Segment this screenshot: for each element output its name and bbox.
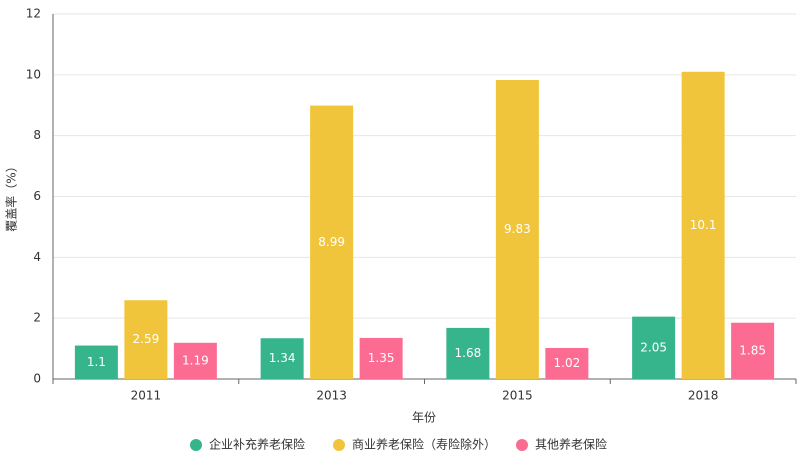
value-label: 1.1 bbox=[87, 355, 106, 369]
x-tick-label: 2015 bbox=[502, 389, 533, 403]
legend-label: 其他养老保险 bbox=[535, 437, 607, 452]
legend-label: 商业养老保险（寿险除外） bbox=[352, 437, 496, 452]
y-tick-label: 12 bbox=[26, 7, 41, 21]
value-label: 10.1 bbox=[690, 218, 717, 232]
bar bbox=[446, 327, 490, 379]
x-tick-label: 2013 bbox=[316, 389, 347, 403]
y-tick-label: 0 bbox=[33, 372, 41, 386]
y-tick-label: 2 bbox=[33, 311, 41, 325]
x-tick-label: 2018 bbox=[688, 389, 719, 403]
y-tick-label: 4 bbox=[33, 250, 41, 264]
value-label: 2.59 bbox=[133, 332, 160, 346]
bar bbox=[545, 347, 589, 379]
legend-label: 企业补充养老保险 bbox=[209, 437, 305, 452]
y-axis-label: 覆盖率（%） bbox=[4, 160, 19, 231]
value-label: 1.85 bbox=[739, 343, 766, 357]
bar bbox=[124, 300, 168, 379]
x-axis-label: 年份 bbox=[412, 411, 436, 425]
bar bbox=[74, 345, 118, 379]
bar bbox=[173, 342, 217, 379]
bar bbox=[495, 80, 539, 380]
bar bbox=[260, 338, 304, 379]
value-label: 2.05 bbox=[640, 340, 667, 354]
bar bbox=[359, 337, 403, 379]
value-label: 1.02 bbox=[554, 356, 581, 370]
value-label: 1.34 bbox=[269, 351, 296, 365]
bar bbox=[310, 105, 354, 379]
legend-marker bbox=[333, 439, 345, 451]
bar bbox=[632, 316, 676, 379]
y-tick-label: 8 bbox=[33, 128, 41, 142]
value-label: 1.35 bbox=[368, 351, 395, 365]
legend-marker bbox=[516, 439, 528, 451]
value-label: 1.19 bbox=[182, 353, 209, 367]
bar bbox=[731, 322, 775, 379]
value-label: 1.68 bbox=[455, 346, 482, 360]
x-tick-label: 2011 bbox=[131, 389, 162, 403]
legend-marker bbox=[190, 439, 202, 451]
value-label: 9.83 bbox=[504, 222, 531, 236]
y-tick-label: 10 bbox=[26, 67, 41, 81]
y-tick-label: 6 bbox=[33, 189, 41, 203]
value-label: 8.99 bbox=[318, 235, 345, 249]
bar bbox=[681, 71, 725, 380]
